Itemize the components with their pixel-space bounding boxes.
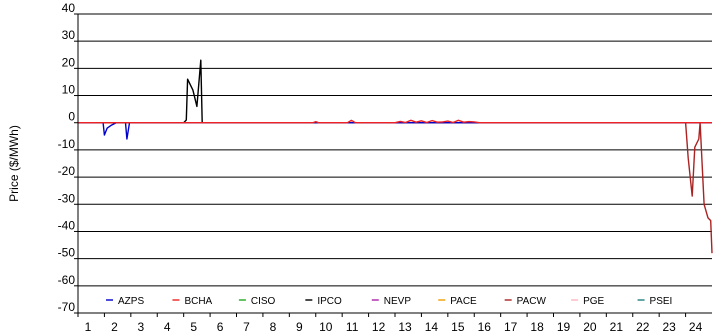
legend-label-pge: PGE — [583, 296, 604, 307]
x-tick-label: 11 — [346, 320, 359, 334]
legend-label-ciso: CISO — [251, 296, 276, 307]
y-tick-label: -70 — [58, 300, 76, 314]
series-lines — [78, 59, 713, 254]
x-tick-label: 16 — [478, 320, 492, 334]
y-tick-label: -10 — [58, 137, 76, 151]
x-tick-label: 1 — [85, 320, 92, 334]
x-tick-label: 20 — [583, 320, 597, 334]
x-tick-label: 17 — [504, 320, 518, 334]
legend-label-bcha: BCHA — [184, 296, 212, 307]
x-tick-label: 12 — [372, 320, 386, 334]
y-tick-label: 10 — [62, 83, 76, 97]
legend-label-pacw: PACW — [517, 296, 547, 307]
x-tick-label: 15 — [451, 320, 465, 334]
x-tick-label: 19 — [557, 320, 571, 334]
series-line-bcha — [78, 119, 712, 124]
series-line-ipco — [78, 59, 712, 124]
gridlines — [78, 13, 712, 314]
x-tick-label: 7 — [243, 320, 250, 334]
x-tick-label: 21 — [610, 320, 624, 334]
legend-label-nevp: NEVP — [384, 296, 412, 307]
y-tick-label: -20 — [58, 164, 76, 178]
x-tick-label: 2 — [111, 320, 118, 334]
series-line-pacw — [78, 121, 713, 254]
x-tick-label: 6 — [217, 320, 224, 334]
x-tick-label: 23 — [662, 320, 676, 334]
x-tick-label: 22 — [636, 320, 650, 334]
x-tick-label: 4 — [164, 320, 171, 334]
legend-label-azps: AZPS — [118, 296, 144, 307]
x-tick-label: 10 — [319, 320, 333, 334]
legend-label-pace: PACE — [450, 296, 477, 307]
x-tick-label: 5 — [190, 320, 197, 334]
legend: AZPS BCHA CISO IPCO NEVP PACE PACW PGE PSEI — [98, 291, 696, 309]
x-tick-label: 13 — [398, 320, 412, 334]
y-tick-label: -40 — [58, 218, 76, 232]
legend-box — [98, 291, 696, 309]
y-tick-label: 40 — [62, 1, 76, 15]
x-tick-label: 3 — [137, 320, 144, 334]
y-tick-label: -30 — [58, 191, 76, 205]
y-tick-label: -60 — [58, 273, 76, 287]
x-tick-label: 24 — [689, 320, 703, 334]
x-tick-label: 8 — [270, 320, 277, 334]
series-line-azps — [78, 121, 712, 140]
y-tick-label: 20 — [62, 55, 76, 69]
y-tick-label: 0 — [68, 110, 75, 124]
y-tick-label: -50 — [58, 246, 76, 260]
y-axis-label: Price ($/MWh) — [7, 125, 21, 202]
x-tick-label: 14 — [425, 320, 439, 334]
legend-label-ipco: IPCO — [317, 296, 342, 307]
x-tick-label: 9 — [296, 320, 303, 334]
y-tick-label: 30 — [62, 28, 76, 42]
legend-label-psei: PSEI — [650, 296, 673, 307]
x-tick-label: 18 — [530, 320, 544, 334]
